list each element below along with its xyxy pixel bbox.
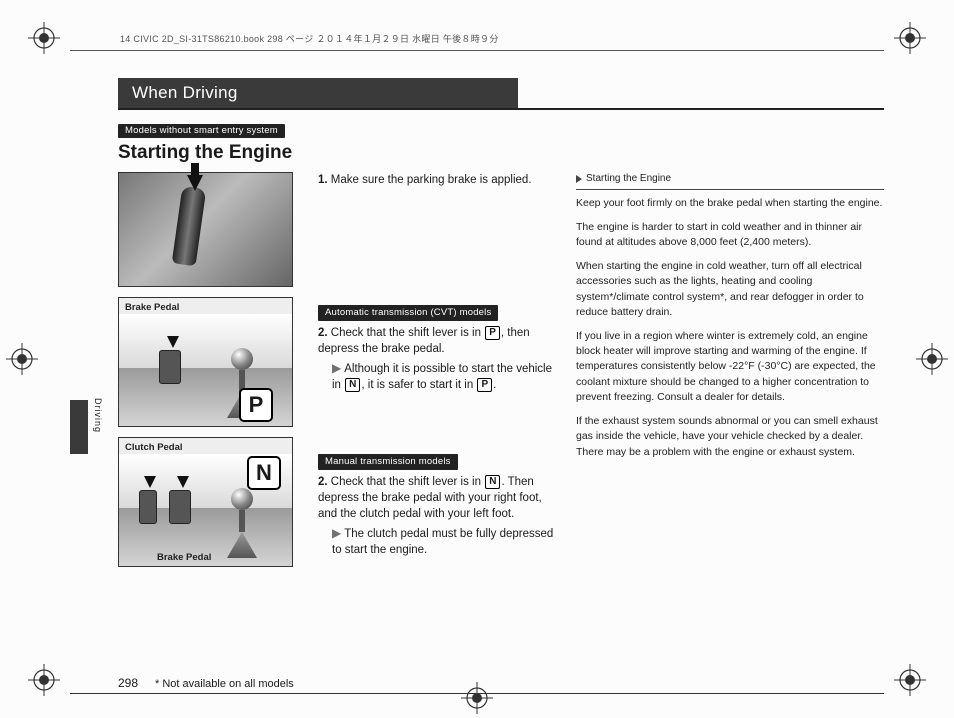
crop-mark-tr <box>894 22 926 54</box>
side-chapter-label: Driving <box>93 398 103 433</box>
crop-mark-br <box>894 664 926 696</box>
sidebar-column: Starting the Engine Keep your foot firml… <box>568 172 884 710</box>
step-1: 1. Make sure the parking brake is applie… <box>318 172 558 188</box>
step-2b-bullet: The clutch pedal must be fully depressed… <box>332 528 553 556</box>
model-tag: Models without smart entry system <box>118 124 285 138</box>
sidebar-rule <box>576 189 884 190</box>
sidebar-subhead: Starting the Engine <box>576 172 884 187</box>
bullet-arrow-icon: ▶ <box>332 361 341 375</box>
figure-cvt-pedal: Brake Pedal P <box>118 297 293 427</box>
step-2a-bullet-b: , it is safer to start it in <box>361 379 476 391</box>
figure-parking-brake <box>118 172 293 287</box>
figures-column: Brake Pedal P Clutch Pedal <box>118 172 318 710</box>
step-2a-num: 2. <box>318 327 328 339</box>
side-chapter-tab <box>70 400 88 454</box>
page-frame: 14 CIVIC 2D_SI-31TS86210.book 298 ページ ２０… <box>70 20 884 698</box>
fig3-gear-indicator: N <box>247 456 281 490</box>
section-title: When Driving <box>118 78 518 108</box>
fig2-label-brake: Brake Pedal <box>125 302 179 313</box>
step-2a-bullet-c: . <box>493 379 496 391</box>
page-number: 298 <box>118 676 138 690</box>
fig3-label-clutch: Clutch Pedal <box>125 442 183 453</box>
page-heading: Starting the Engine <box>118 142 884 164</box>
gear-p-1: P <box>485 326 500 340</box>
bottom-rule <box>70 693 884 694</box>
figure-mt-pedal: Clutch Pedal N Brake Pedal <box>118 437 293 567</box>
gear-p-2: P <box>477 378 492 392</box>
steps-column: 1. Make sure the parking brake is applie… <box>318 172 568 710</box>
sidebar-p4: If you live in a region where winter is … <box>576 329 884 405</box>
footnote: * Not available on all models <box>155 678 294 690</box>
gear-n-2: N <box>485 475 500 489</box>
sidebar-subhead-text: Starting the Engine <box>586 172 671 187</box>
fig2-gear-indicator: P <box>239 388 273 422</box>
step-2-mt: 2. Check that the shift lever is in N. T… <box>318 474 558 558</box>
caret-icon <box>576 175 582 183</box>
cvt-tag: Automatic transmission (CVT) models <box>318 305 498 321</box>
step-2b-text-a: Check that the shift lever is in <box>331 476 484 488</box>
bullet-arrow-icon: ▶ <box>332 526 341 540</box>
sidebar-p3: When starting the engine in cold weather… <box>576 259 884 320</box>
crop-mark-tl <box>28 22 60 54</box>
mt-tag: Manual transmission models <box>318 454 458 470</box>
gear-n-1: N <box>345 378 360 392</box>
sidebar-p2: The engine is harder to start in cold we… <box>576 220 884 250</box>
step-2b-num: 2. <box>318 476 328 488</box>
section-rule <box>118 108 884 110</box>
step-2-cvt: 2. Check that the shift lever is in P, t… <box>318 325 558 393</box>
content-area: Driving Models without smart entry syste… <box>118 120 884 658</box>
running-header: 14 CIVIC 2D_SI-31TS86210.book 298 ページ ２０… <box>120 32 499 45</box>
sidebar-p5: If the exhaust system sounds abnormal or… <box>576 414 884 460</box>
step-2a-text-a: Check that the shift lever is in <box>331 327 484 339</box>
crop-mark-mr <box>916 343 948 375</box>
crop-mark-bl <box>28 664 60 696</box>
running-rule <box>70 50 884 51</box>
step-1-text: Make sure the parking brake is applied. <box>331 174 532 186</box>
step-1-num: 1. <box>318 174 328 186</box>
fig3-label-brake: Brake Pedal <box>157 552 211 563</box>
sidebar-p1: Keep your foot firmly on the brake pedal… <box>576 196 884 211</box>
crop-mark-ml <box>6 343 38 375</box>
